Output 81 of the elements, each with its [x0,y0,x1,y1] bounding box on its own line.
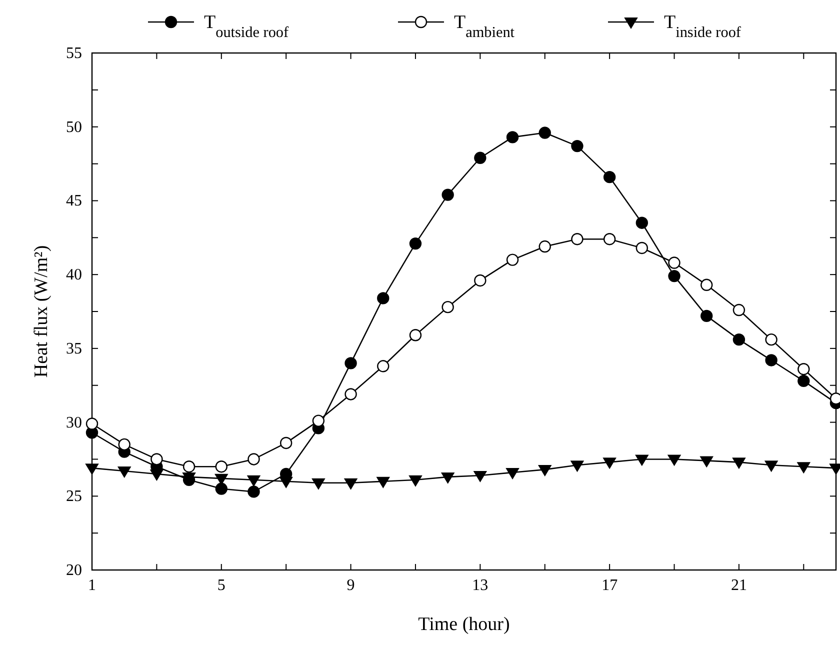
point [215,460,228,473]
x-tick-label: 21 [730,577,747,594]
point [248,486,260,498]
x-tick-label: 1 [88,577,96,594]
point [377,292,390,304]
point [636,242,648,254]
point [798,374,810,388]
point [409,329,422,342]
point [603,233,616,246]
y-tick-label: 45 [66,192,82,210]
point [538,465,552,476]
y-tick-label: 25 [66,488,82,506]
point [764,460,778,472]
point [603,170,616,184]
point [603,458,616,469]
point [409,237,422,250]
y-tick-label: 35 [66,340,82,358]
x-tick-label: 13 [472,577,488,594]
y-axis-title: Heat flux (W/m²) [31,245,52,378]
point [571,233,584,246]
point [344,357,357,370]
point [506,468,520,480]
point [474,152,486,164]
point [248,453,260,466]
x-tick-label: 9 [346,577,355,594]
point [150,469,164,480]
point [571,140,584,152]
point [312,414,325,427]
x-tick-label: 17 [602,577,618,594]
y-tick-label: 55 [66,45,82,62]
point [506,131,519,144]
point [765,354,778,366]
point [442,188,454,201]
x-axis-title: Time (hour) [418,614,510,635]
point [668,256,680,269]
point [441,472,454,484]
point [570,460,584,472]
point [408,475,422,486]
legend-label: T$_{ambient}$ [454,12,516,40]
point [732,458,746,469]
point [344,388,357,400]
point [377,360,390,372]
point [798,363,810,376]
point [280,476,293,488]
point [442,300,454,314]
y-tick-label: 30 [66,414,82,432]
point [765,333,778,346]
point [538,240,551,253]
x-tick-label: 5 [217,577,226,594]
point [86,464,98,475]
point [668,270,680,282]
point [635,454,648,466]
point [797,462,810,474]
point [344,478,358,490]
y-tick-label: 20 [66,562,82,579]
point [668,454,681,466]
y-tick-label: 50 [66,118,82,136]
point [86,418,98,430]
legend-label: T$_{outside roof}$ [204,12,290,40]
point [700,278,713,292]
point [214,474,228,485]
point [215,482,228,495]
point [150,453,163,466]
point [732,304,746,316]
point [636,216,648,229]
y-tick-label: 40 [66,266,82,284]
point [700,310,713,322]
point [280,436,292,450]
point [474,274,486,287]
point [700,456,714,468]
point [118,466,131,478]
point [182,460,196,473]
legend-label: T$_{inside roof}$ [664,12,742,40]
point [118,438,130,451]
point [474,470,487,482]
point [376,476,390,488]
point [247,475,260,486]
point [312,478,325,490]
point [538,126,551,139]
point [732,333,746,346]
point [506,254,519,266]
